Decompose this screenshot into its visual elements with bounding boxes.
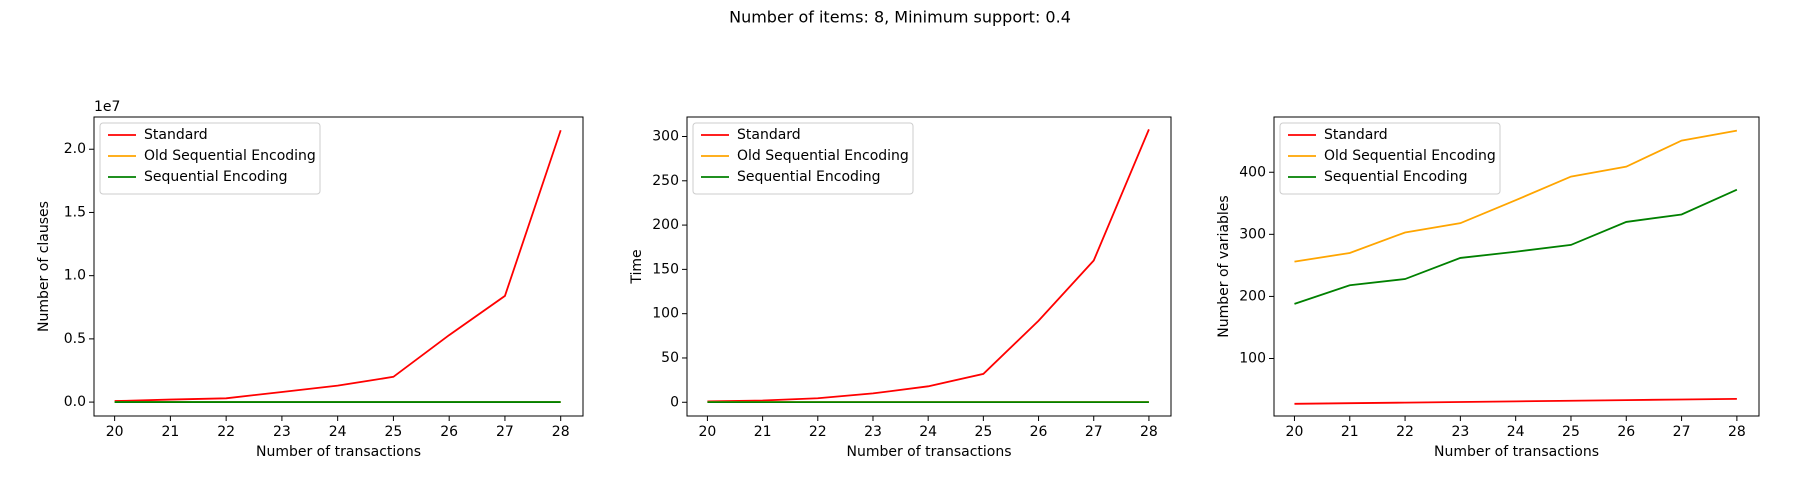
x-tick-label: 26 (1030, 424, 1048, 440)
x-tick-label: 24 (329, 424, 347, 440)
legend-label: Standard (1324, 127, 1388, 143)
legend-box (99, 122, 321, 195)
x-tick-label: 20 (1286, 424, 1304, 440)
legend-label: Sequential Encoding (1324, 169, 1468, 185)
x-tick-label: 23 (273, 424, 291, 440)
y-axis-label: Number of clauses (36, 201, 52, 332)
series-line (114, 129, 562, 402)
x-axis-label: Number of transactions (846, 444, 1011, 460)
x-axis-label: Number of transactions (256, 444, 421, 460)
x-tick-label: 28 (1728, 424, 1746, 440)
y-tick-label: 100 (652, 306, 679, 322)
plot-frame (93, 116, 584, 417)
x-tick-label: 27 (1085, 424, 1103, 440)
x-tick-label: 25 (385, 424, 403, 440)
plot-frame (1273, 116, 1760, 417)
x-tick-label: 27 (1673, 424, 1691, 440)
x-tick-label: 21 (754, 424, 772, 440)
legend-label: Old Sequential Encoding (1324, 148, 1496, 164)
y-tick-label: 1.5 (64, 204, 86, 220)
x-axis-label: Number of transactions (1434, 444, 1599, 460)
x-tick-label: 24 (1507, 424, 1525, 440)
x-tick-label: 28 (1140, 424, 1158, 440)
x-tick-label: 26 (440, 424, 458, 440)
legend-label: Old Sequential Encoding (737, 148, 909, 164)
x-tick-label: 22 (217, 424, 235, 440)
y-tick-label: 300 (1239, 226, 1266, 242)
series-line (1294, 129, 1738, 263)
y-tick-label: 250 (652, 173, 679, 189)
x-tick-label: 23 (1451, 424, 1469, 440)
legend-box (1279, 122, 1501, 195)
x-tick-label: 22 (809, 424, 827, 440)
x-tick-label: 21 (161, 424, 179, 440)
legend-label: Sequential Encoding (737, 169, 881, 185)
y-tick-label: 150 (652, 261, 679, 277)
y-tick-label: 0.5 (64, 331, 86, 347)
x-tick-label: 21 (1341, 424, 1359, 440)
x-tick-label: 24 (919, 424, 937, 440)
legend-label: Standard (737, 127, 801, 143)
y-tick-label: 0 (670, 394, 679, 410)
legend-box (692, 122, 914, 195)
figure-title: Number of items: 8, Minimum support: 0.4 (729, 8, 1071, 27)
x-tick-label: 27 (496, 424, 514, 440)
y-tick-label: 400 (1239, 164, 1266, 180)
x-tick-label: 26 (1617, 424, 1635, 440)
legend-label: Standard (144, 127, 208, 143)
y-tick-label: 300 (652, 128, 679, 144)
y-axis-label: Number of variables (1216, 195, 1232, 337)
y-tick-label: 200 (652, 217, 679, 233)
y-tick-label: 100 (1239, 351, 1266, 367)
series-line (1294, 397, 1737, 405)
x-tick-label: 22 (1396, 424, 1414, 440)
y-axis-label: Time (629, 249, 645, 284)
legend-label: Sequential Encoding (144, 169, 288, 185)
y-tick-label: 0.0 (64, 394, 86, 410)
x-tick-label: 23 (864, 424, 882, 440)
x-tick-label: 25 (974, 424, 992, 440)
plot-frame (686, 116, 1172, 417)
y-tick-label: 50 (661, 350, 679, 366)
series-line (707, 129, 1150, 403)
y-tick-label: 2.0 (64, 141, 86, 157)
y-offset-label: 1e7 (94, 99, 120, 115)
series-line (1294, 188, 1738, 305)
x-tick-label: 25 (1562, 424, 1580, 440)
y-tick-label: 200 (1239, 288, 1266, 304)
x-tick-label: 20 (106, 424, 124, 440)
x-tick-label: 28 (552, 424, 570, 440)
x-tick-label: 20 (699, 424, 717, 440)
y-tick-label: 1.0 (64, 268, 86, 284)
legend-label: Old Sequential Encoding (144, 148, 316, 164)
